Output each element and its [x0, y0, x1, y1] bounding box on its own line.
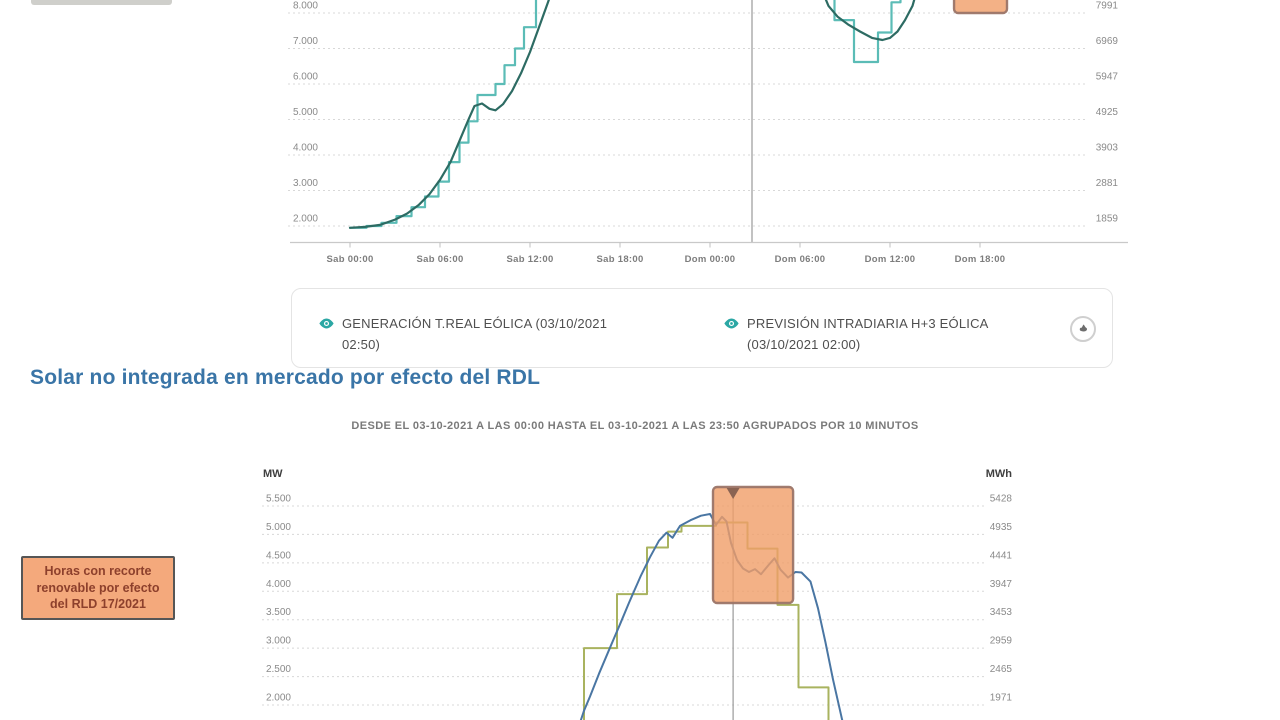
- svg-text:2.000: 2.000: [293, 214, 318, 225]
- svg-text:1859: 1859: [1096, 214, 1119, 225]
- svg-text:2465: 2465: [990, 664, 1013, 675]
- svg-text:Dom 06:00: Dom 06:00: [775, 254, 826, 265]
- svg-text:4935: 4935: [990, 522, 1013, 533]
- legend-label: PREVISIÓN INTRADIARIA H+3 EÓLICA (03/10/…: [747, 316, 988, 352]
- svg-text:Dom 00:00: Dom 00:00: [685, 254, 736, 265]
- svg-text:5947: 5947: [1096, 72, 1119, 83]
- slide-heading: Solar no integrada en mercado por efecto…: [30, 366, 541, 389]
- svg-text:7991: 7991: [1096, 1, 1119, 12]
- svg-text:5428: 5428: [990, 494, 1013, 505]
- svg-text:4441: 4441: [990, 550, 1013, 561]
- svg-text:3947: 3947: [990, 579, 1013, 590]
- svg-text:Sab 12:00: Sab 12:00: [506, 254, 553, 265]
- svg-text:3903: 3903: [1096, 143, 1119, 154]
- share-icon: [1078, 324, 1089, 334]
- svg-text:3.500: 3.500: [266, 607, 291, 618]
- legend-entry-prevision-intradiaria[interactable]: PREVISIÓN INTRADIARIA H+3 EÓLICA (03/10/…: [723, 314, 1023, 356]
- svg-text:MW: MW: [263, 468, 283, 480]
- solar-chart-canvas: 5.500 5428 5.000 4935 4.500 4441 4.000 3947 3.50…: [262, 468, 1013, 720]
- svg-text:Dom 12:00: Dom 12:00: [865, 254, 916, 265]
- svg-text:4.000: 4.000: [266, 579, 291, 590]
- legend-label: GENERACIÓN T.REAL EÓLICA (03/10/2021 02:…: [342, 316, 608, 352]
- svg-text:3.000: 3.000: [266, 636, 291, 647]
- svg-text:7.000: 7.000: [293, 36, 318, 47]
- svg-text:Sab 06:00: Sab 06:00: [416, 254, 463, 265]
- svg-text:2881: 2881: [1096, 178, 1119, 189]
- svg-text:5.000: 5.000: [293, 107, 318, 118]
- solar-chart-subtitle: DESDE EL 03-10-2021 A LAS 00:00 HASTA EL…: [351, 420, 919, 432]
- cropped-toolbar-fragment: [31, 0, 172, 5]
- eye-visibility-icon[interactable]: [723, 317, 740, 330]
- svg-text:6.000: 6.000: [293, 72, 318, 83]
- svg-text:2959: 2959: [990, 636, 1013, 647]
- svg-text:6969: 6969: [1096, 36, 1119, 47]
- svg-text:Sab 00:00: Sab 00:00: [326, 254, 373, 265]
- svg-text:5.500: 5.500: [266, 494, 291, 505]
- eye-visibility-icon[interactable]: [318, 317, 335, 330]
- svg-text:5.000: 5.000: [266, 522, 291, 533]
- svg-text:4.500: 4.500: [266, 550, 291, 561]
- wind-chart-legend-panel: GENERACIÓN T.REAL EÓLICA (03/10/2021 02:…: [291, 288, 1113, 368]
- svg-text:1971: 1971: [990, 693, 1013, 704]
- svg-text:2.000: 2.000: [266, 693, 291, 704]
- legend-entry-generacion-real[interactable]: GENERACIÓN T.REAL EÓLICA (03/10/2021 02:…: [318, 314, 618, 356]
- svg-text:MWh: MWh: [986, 468, 1013, 480]
- widget-share-button[interactable]: [1070, 316, 1096, 342]
- svg-text:2.500: 2.500: [266, 664, 291, 675]
- svg-text:Sab 18:00: Sab 18:00: [596, 254, 643, 265]
- svg-text:4925: 4925: [1096, 107, 1119, 118]
- svg-text:3453: 3453: [990, 607, 1013, 618]
- wind-chart-canvas: 8.000 7991 7.000 6969 6.000 5947 5.000 4925 4.00…: [288, 0, 1128, 265]
- svg-text:Dom 18:00: Dom 18:00: [955, 254, 1006, 265]
- svg-text:3.000: 3.000: [293, 178, 318, 189]
- svg-text:4.000: 4.000: [293, 143, 318, 154]
- svg-text:8.000: 8.000: [293, 1, 318, 12]
- curtailment-annotation-box: Horas con recorte renovable por efecto d…: [21, 556, 175, 620]
